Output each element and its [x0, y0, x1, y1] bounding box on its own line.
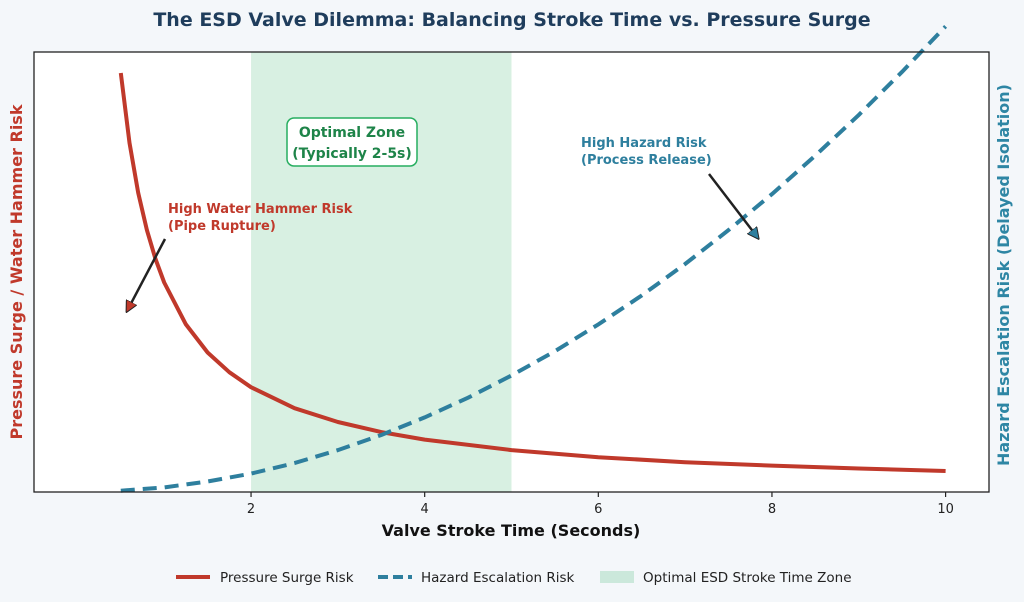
- red-annotation-sublabel: (Pipe Rupture): [168, 219, 276, 234]
- x-tick-label: 10: [937, 502, 954, 517]
- x-axis-ticks: 2 4 6 8 10: [247, 492, 954, 517]
- x-axis-label: Valve Stroke Time (Seconds): [382, 521, 641, 540]
- plot-frame: [33, 51, 990, 493]
- blue-annotation-sublabel: (Process Release): [581, 153, 712, 168]
- hazard-escalation-line: [120, 25, 948, 493]
- blue-annotation-label: High Hazard Risk: [581, 136, 707, 151]
- legend-label-optimal-zone: Optimal ESD Stroke Time Zone: [643, 570, 852, 586]
- red-annotation-label: High Water Hammer Risk: [168, 202, 353, 217]
- pressure-surge-line: [118, 72, 946, 473]
- x-tick-label: 4: [421, 502, 429, 517]
- legend: Pressure Surge Risk Hazard Escalation Ri…: [176, 570, 852, 586]
- red-annotation-arrow: [127, 238, 167, 311]
- legend-label-pressure-surge: Pressure Surge Risk: [220, 570, 354, 586]
- blue-annotation-arrow: [708, 173, 758, 238]
- x-tick-label: 8: [768, 502, 776, 517]
- optimal-zone-label: Optimal Zone: [299, 125, 405, 141]
- y-axis-left-label: Pressure Surge / Water Hammer Risk: [7, 104, 26, 439]
- y-axis-right-label: Hazard Escalation Risk (Delayed Isolatio…: [994, 84, 1013, 466]
- legend-label-hazard-escalation: Hazard Escalation Risk: [421, 570, 575, 586]
- optimal-zone-annotation: Optimal Zone (Typically 2-5s): [286, 117, 418, 167]
- optimal-zone-box: [286, 117, 418, 167]
- legend-swatch-optimal-zone: [600, 571, 634, 583]
- optimal-zone-sublabel: (Typically 2-5s): [292, 146, 412, 162]
- chart-title: The ESD Valve Dilemma: Balancing Stroke …: [153, 9, 870, 31]
- x-tick-label: 2: [247, 502, 255, 517]
- x-tick-label: 6: [594, 502, 602, 517]
- plot-background: [34, 52, 989, 492]
